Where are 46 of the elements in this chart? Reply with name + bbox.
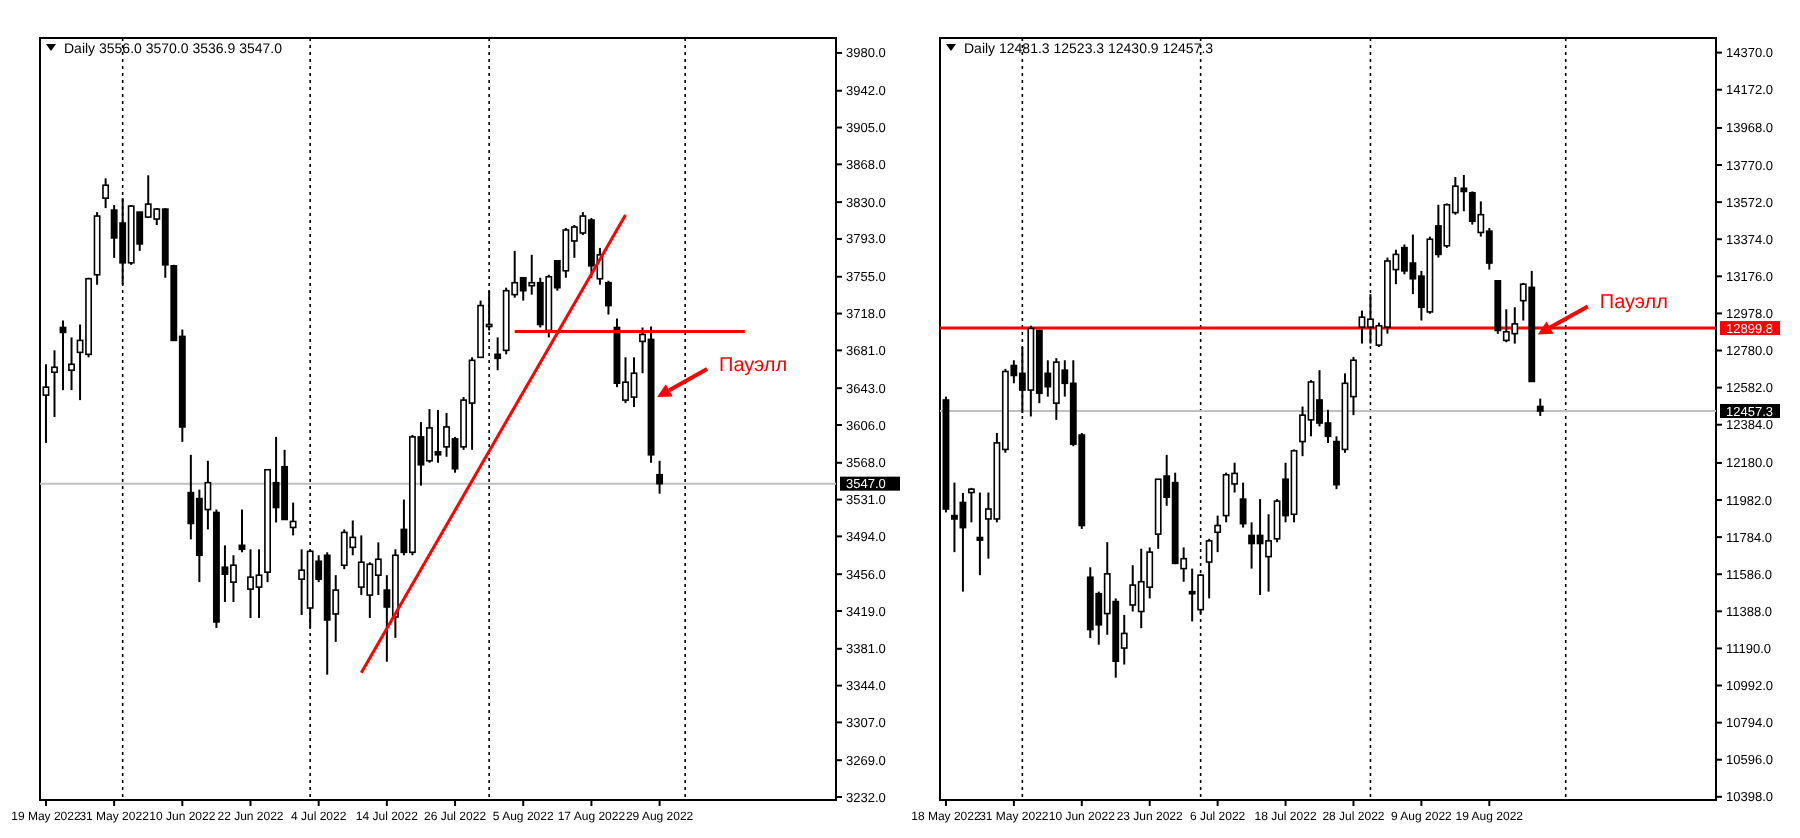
candlestick — [366, 561, 374, 619]
candlestick — [1248, 521, 1256, 570]
candlestick — [494, 336, 502, 372]
candlestick — [1137, 547, 1145, 630]
candlestick — [1358, 309, 1366, 345]
candlestick — [51, 349, 58, 419]
candlestick — [587, 217, 595, 279]
candlestick — [1214, 514, 1222, 554]
candlestick — [289, 501, 297, 537]
candlestick — [68, 336, 75, 392]
candlestick — [605, 279, 612, 316]
candlestick — [951, 481, 958, 554]
candlestick — [976, 491, 984, 577]
candlestick — [1205, 537, 1213, 600]
candlestick — [1460, 173, 1468, 213]
candlestick — [1468, 190, 1476, 226]
candlestick — [656, 459, 664, 495]
candlestick — [1502, 308, 1510, 344]
candlestick — [426, 408, 433, 464]
annotation: Пауэлл — [1599, 292, 1669, 315]
candlestick — [374, 541, 382, 597]
candlestick — [1511, 306, 1519, 345]
candlestick — [434, 409, 442, 464]
candlestick — [1256, 498, 1264, 597]
candlestick — [1129, 564, 1137, 613]
candlestick — [340, 528, 348, 571]
candlestick — [1222, 471, 1230, 524]
candlestick — [102, 177, 110, 210]
candlestick — [1239, 481, 1247, 529]
candlestick — [1052, 357, 1060, 421]
candlestick — [247, 548, 254, 619]
candlestick — [1188, 567, 1196, 623]
candlestick — [536, 276, 544, 329]
candlestick — [255, 548, 263, 619]
candlestick — [1307, 379, 1315, 438]
candlestick — [298, 548, 306, 616]
candlestick — [468, 356, 476, 451]
candlestick — [1400, 243, 1408, 276]
candlestick — [1265, 513, 1272, 593]
candlestick — [959, 491, 967, 593]
candlestick — [357, 534, 365, 597]
annotation: Пауэлл — [719, 355, 788, 378]
candlestick — [110, 204, 118, 259]
candlestick — [967, 486, 975, 524]
candlestick — [519, 276, 527, 302]
candlestick — [630, 356, 638, 409]
